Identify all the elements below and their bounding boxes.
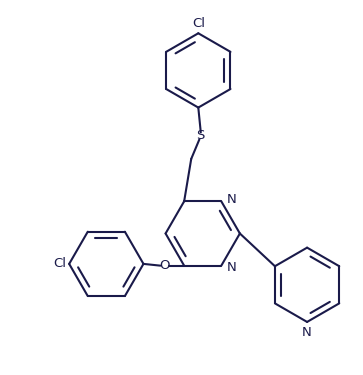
Text: N: N <box>227 193 236 206</box>
Text: Cl: Cl <box>192 17 205 30</box>
Text: Cl: Cl <box>53 257 66 270</box>
Text: O: O <box>159 259 170 272</box>
Text: S: S <box>196 129 204 142</box>
Text: N: N <box>227 261 236 274</box>
Text: N: N <box>302 326 312 339</box>
